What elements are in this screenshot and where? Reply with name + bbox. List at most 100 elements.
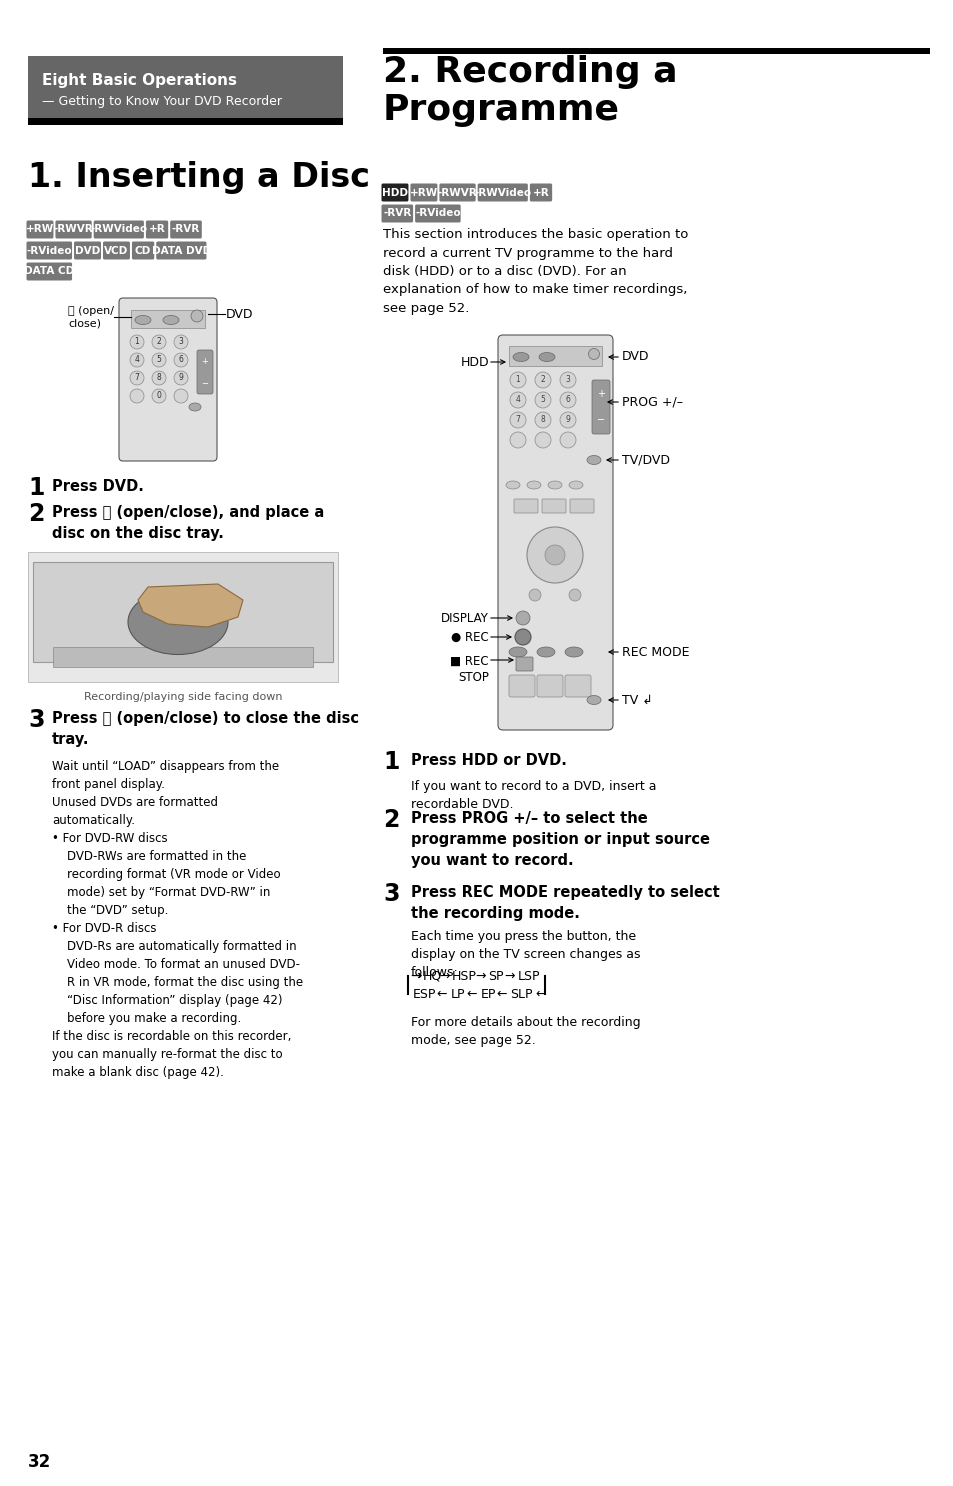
FancyBboxPatch shape <box>27 242 72 260</box>
FancyBboxPatch shape <box>410 183 436 202</box>
Text: 2: 2 <box>156 337 161 346</box>
Circle shape <box>152 334 166 349</box>
Bar <box>28 551 337 682</box>
Text: DVD: DVD <box>226 308 253 321</box>
Text: ⍔ (open/
close): ⍔ (open/ close) <box>68 306 113 328</box>
Text: VCD: VCD <box>104 245 129 256</box>
Text: DATA CD: DATA CD <box>24 266 74 276</box>
Text: 3: 3 <box>382 883 399 906</box>
Text: +R: +R <box>532 187 549 198</box>
Text: TV/DVD: TV/DVD <box>621 453 669 467</box>
Text: 9: 9 <box>565 416 570 425</box>
Text: SP: SP <box>488 969 503 982</box>
Text: 9: 9 <box>178 373 183 382</box>
Text: 4: 4 <box>134 355 139 364</box>
Bar <box>53 646 313 667</box>
Text: −: − <box>597 415 604 425</box>
Text: ESP: ESP <box>413 988 436 1000</box>
Circle shape <box>535 412 551 428</box>
Ellipse shape <box>537 646 555 657</box>
Text: 7: 7 <box>134 373 139 382</box>
FancyBboxPatch shape <box>55 220 91 238</box>
Text: HQ: HQ <box>422 969 442 982</box>
Text: Each time you press the button, the
display on the TV screen changes as
follows:: Each time you press the button, the disp… <box>411 930 639 979</box>
Text: Press ⍔ (open/close), and place a
disc on the disc tray.: Press ⍔ (open/close), and place a disc o… <box>52 505 324 541</box>
Text: 7: 7 <box>515 416 520 425</box>
Circle shape <box>544 545 564 565</box>
Text: -RVR: -RVR <box>383 208 411 218</box>
Text: DISPLAY: DISPLAY <box>440 612 489 624</box>
Circle shape <box>510 372 525 388</box>
Bar <box>509 346 601 366</box>
Ellipse shape <box>538 352 555 361</box>
FancyBboxPatch shape <box>516 657 533 672</box>
FancyBboxPatch shape <box>439 183 476 202</box>
Text: EP: EP <box>480 988 496 1000</box>
Circle shape <box>510 412 525 428</box>
FancyBboxPatch shape <box>415 205 460 223</box>
Ellipse shape <box>163 315 179 324</box>
Text: CD: CD <box>134 245 152 256</box>
Circle shape <box>173 389 188 403</box>
Text: 1: 1 <box>515 376 519 385</box>
Text: +: + <box>597 389 604 400</box>
Circle shape <box>559 372 576 388</box>
Ellipse shape <box>509 646 526 657</box>
Text: — Getting to Know Your DVD Recorder: — Getting to Know Your DVD Recorder <box>42 95 282 108</box>
FancyBboxPatch shape <box>170 220 202 238</box>
Text: Press HDD or DVD.: Press HDD or DVD. <box>411 753 566 768</box>
Bar <box>28 56 343 117</box>
Ellipse shape <box>513 352 529 361</box>
Text: Press REC MODE repeatedly to select
the recording mode.: Press REC MODE repeatedly to select the … <box>411 886 719 921</box>
Text: 4: 4 <box>515 395 520 404</box>
Text: +R: +R <box>149 224 165 235</box>
Ellipse shape <box>586 456 600 465</box>
Text: 6: 6 <box>565 395 570 404</box>
FancyBboxPatch shape <box>156 242 206 260</box>
Text: TV ↲: TV ↲ <box>621 694 652 706</box>
Ellipse shape <box>586 695 600 704</box>
Text: REC MODE: REC MODE <box>621 645 689 658</box>
Text: ● REC: ● REC <box>451 630 489 643</box>
Bar <box>33 562 333 661</box>
Text: -RWVR: -RWVR <box>53 224 93 235</box>
Polygon shape <box>138 584 243 627</box>
Text: 1. Inserting a Disc: 1. Inserting a Disc <box>28 160 370 193</box>
Text: →: → <box>438 969 449 982</box>
Circle shape <box>173 354 188 367</box>
FancyBboxPatch shape <box>569 499 594 513</box>
Text: +RW: +RW <box>26 224 54 235</box>
Text: ←: ← <box>436 988 447 1000</box>
FancyBboxPatch shape <box>592 380 609 434</box>
Circle shape <box>130 372 144 385</box>
FancyBboxPatch shape <box>529 183 552 202</box>
Circle shape <box>130 354 144 367</box>
Text: -RVideo: -RVideo <box>27 245 72 256</box>
Ellipse shape <box>526 481 540 489</box>
Text: Recording/playing side facing down: Recording/playing side facing down <box>84 692 282 701</box>
Text: For more details about the recording
mode, see page 52.: For more details about the recording mod… <box>411 1016 640 1048</box>
Text: 5: 5 <box>540 395 545 404</box>
Text: 6: 6 <box>178 355 183 364</box>
Text: -RWVideo: -RWVideo <box>474 187 531 198</box>
FancyBboxPatch shape <box>541 499 565 513</box>
Circle shape <box>559 392 576 409</box>
Text: 8: 8 <box>540 416 545 425</box>
Text: If you want to record to a DVD, insert a
recordable DVD.: If you want to record to a DVD, insert a… <box>411 780 656 811</box>
Bar <box>382 48 929 53</box>
FancyBboxPatch shape <box>514 499 537 513</box>
Bar <box>28 117 343 125</box>
Text: LP: LP <box>450 988 464 1000</box>
Text: 2: 2 <box>540 376 545 385</box>
Text: HDD: HDD <box>460 355 489 369</box>
Ellipse shape <box>172 618 184 626</box>
Text: LSP: LSP <box>517 969 539 982</box>
Circle shape <box>535 392 551 409</box>
FancyBboxPatch shape <box>537 675 562 697</box>
Text: →: → <box>410 969 420 982</box>
Circle shape <box>130 389 144 403</box>
Text: +RW: +RW <box>410 187 437 198</box>
FancyBboxPatch shape <box>119 299 216 461</box>
Circle shape <box>559 432 576 447</box>
Text: ←: ← <box>535 988 545 1000</box>
